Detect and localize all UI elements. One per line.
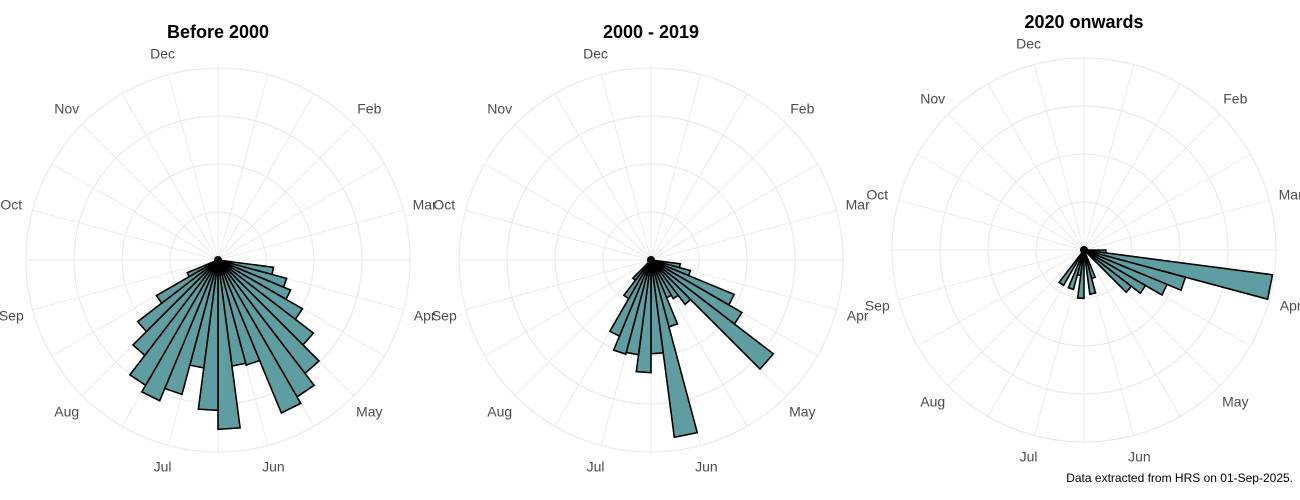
grid-spoke [898,249,1085,301]
month-label-feb: Feb [357,101,381,117]
grid-spoke [167,74,219,261]
panel-2000-2019: 2000 - 2019 Feb Mar Apr May Jun Jul Aug Sep Oct N… [432,22,870,475]
month-label-aug: Aug [920,393,945,409]
month-label-nov: Nov [487,101,512,117]
grid-spoke [554,93,652,261]
grid-spoke [1083,83,1181,251]
month-label-feb: Feb [1223,91,1247,107]
month-label-aug: Aug [54,403,79,419]
panel-title: Before 2000 [167,22,269,42]
grid-spoke [217,93,315,261]
month-label-aug: Aug [487,403,512,419]
grid-spoke [1033,64,1085,251]
month-label-may: May [789,403,815,419]
grid-spoke [947,249,1085,387]
bars [1058,246,1274,301]
panel-2020-onwards: 2020 onwards Feb Mar Apr May Jun Jul Aug Sep Oct… [865,12,1300,465]
bar [1083,249,1097,296]
month-label-oct: Oct [0,197,22,213]
grid-spoke [947,113,1085,251]
grid-spoke [1083,64,1135,251]
grid-spoke [217,209,404,261]
month-label-may: May [356,403,382,419]
grid-spoke [898,199,1085,251]
grid-spoke [1083,249,1181,417]
month-label-may: May [1222,393,1248,409]
month-label-jun: Jun [1128,449,1151,465]
grid-spoke [650,209,837,261]
bar [650,259,775,371]
grid-spoke [514,123,652,261]
month-label-dec: Dec [583,45,608,61]
month-label-sep: Sep [865,297,890,313]
grid-spoke [81,123,219,261]
month-labels: Feb Mar Apr May Jun Jul Aug Sep Oct Nov Dec [0,45,437,474]
grid-spoke [600,74,652,261]
grid-spoke [484,259,652,357]
month-label-apr: Apr [414,307,436,323]
grid-spoke [1083,113,1221,251]
bar [631,259,652,282]
panel-title: 2020 onwards [1024,12,1143,32]
bars [128,256,321,431]
month-label-mar: Mar [1279,187,1300,203]
month-labels: Feb Mar Apr May Jun Jul Aug Sep Oct Nov Dec [432,45,870,474]
bar [186,259,219,278]
grid-spoke [217,163,385,261]
month-label-sep: Sep [432,307,457,323]
polar-grid [891,57,1277,443]
center-hub [647,256,655,264]
grid-spoke [917,153,1085,251]
grid-spoke [484,163,652,261]
month-label-apr: Apr [847,307,869,323]
grid-spoke [32,259,219,311]
center-hub [214,256,222,264]
month-label-sep: Sep [0,307,24,323]
bars [608,256,775,439]
grid-spoke [1083,153,1251,251]
month-label-oct: Oct [433,197,455,213]
month-label-jul: Jul [1020,449,1038,465]
month-label-feb: Feb [790,101,814,117]
grid-spoke [32,209,219,261]
center-hub [1080,246,1088,254]
bar [155,259,219,305]
month-label-oct: Oct [866,187,888,203]
panel-title: 2000 - 2019 [603,22,699,42]
grid-spoke [917,249,1085,347]
grid-spoke [1083,199,1270,251]
grid-spoke [465,209,652,261]
month-label-jul: Jul [154,459,172,475]
month-label-dec: Dec [1016,35,1041,51]
month-label-dec: Dec [150,45,175,61]
grid-spoke [51,163,219,261]
grid-spoke [465,259,652,311]
month-label-mar: Mar [413,197,437,213]
month-label-apr: Apr [1280,297,1300,313]
grid-spoke [650,74,702,261]
grid-spoke [650,123,788,261]
panel-before-2000: Before 2000 Feb Mar Apr May Jun Jul Aug Sep Oct N… [0,22,437,475]
grid-spoke [121,93,219,261]
grid-spoke [650,93,748,261]
grid-spoke [987,83,1085,251]
month-label-jul: Jul [587,459,605,475]
month-label-jun: Jun [695,459,718,475]
month-label-nov: Nov [54,101,79,117]
month-label-jun: Jun [262,459,285,475]
bar [1083,249,1133,294]
grid-spoke [650,163,818,261]
data-source-caption: Data extracted from HRS on 01-Sep-2025. [1066,471,1293,485]
grid-spoke [217,74,269,261]
month-label-mar: Mar [846,197,870,213]
month-labels: Feb Mar Apr May Jun Jul Aug Sep Oct Nov Dec [865,35,1300,464]
grid-spoke [217,123,355,261]
month-label-nov: Nov [920,91,945,107]
bar [1058,249,1085,287]
grid-spoke [514,259,652,397]
bar [1067,249,1085,291]
